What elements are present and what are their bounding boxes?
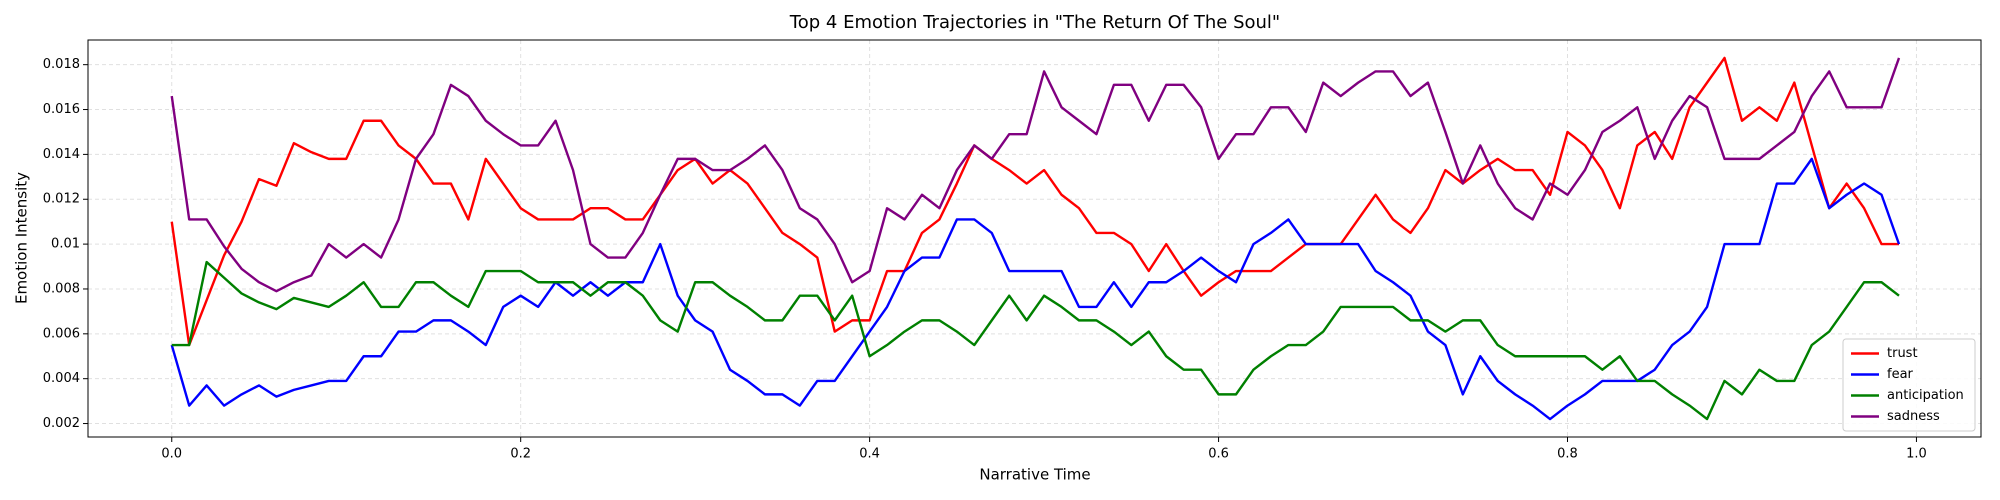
y-tick-label: 0.006 xyxy=(43,326,80,341)
y-tick-label: 0.002 xyxy=(43,416,80,431)
series-line xyxy=(170,157,1901,421)
legend: trust fear anticipation sadness xyxy=(1842,338,1976,432)
y-tick-label: 0.01 xyxy=(51,237,80,252)
y-tick-label: 0.012 xyxy=(43,192,80,207)
plot-frame xyxy=(87,39,1982,438)
legend-label: fear xyxy=(1887,367,1914,382)
y-tick-label: 0.004 xyxy=(43,371,80,386)
legend-label: sadness xyxy=(1887,409,1940,424)
legend-box xyxy=(1842,338,1976,432)
series-line xyxy=(171,260,1900,421)
y-axis-label: Emotion Intensity xyxy=(13,172,31,304)
x-tick-label: 0.4 xyxy=(859,447,880,462)
x-axis-label: Narrative Time xyxy=(979,466,1090,484)
legend-label: trust xyxy=(1887,346,1918,361)
x-tick-label: 0.8 xyxy=(1557,447,1578,462)
y-tick-label: 0.018 xyxy=(43,57,80,72)
y-tick-label: 0.016 xyxy=(43,102,80,117)
x-tick-label: 0.2 xyxy=(510,447,531,462)
series-line xyxy=(170,56,1899,347)
x-tick-label: 1.0 xyxy=(1906,447,1927,462)
series-line xyxy=(170,57,1901,293)
legend-label: anticipation xyxy=(1887,388,1964,403)
y-tick-label: 0.008 xyxy=(43,281,80,296)
x-tick-label: 0.0 xyxy=(161,447,182,462)
y-tick-label: 0.014 xyxy=(43,147,80,162)
x-tick-label: 0.6 xyxy=(1208,447,1229,462)
chart-title: Top 4 Emotion Trajectories in "The Retur… xyxy=(789,12,1280,33)
